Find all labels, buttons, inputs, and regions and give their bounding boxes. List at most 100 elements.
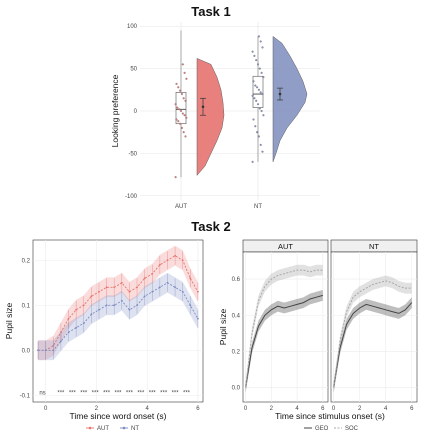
- task1-raw-point: [257, 103, 260, 106]
- task1-raw-point: [252, 118, 255, 121]
- task2-left-point-nt: [67, 331, 70, 334]
- task1-raw-point: [180, 93, 183, 96]
- task2-right-line-aut-geo: [245, 294, 323, 388]
- task2-left-sig-mark: ***: [160, 390, 168, 396]
- task2-right-y-tick-label: 0.2: [232, 349, 241, 355]
- task1-raw-point: [178, 108, 181, 111]
- task2-left-y-tick-label: -0.1: [20, 393, 31, 399]
- task2-left-point-nt: [174, 286, 176, 289]
- task2-left-sig-mark: ***: [126, 390, 134, 396]
- task2-left-point-aut: [158, 263, 161, 266]
- task2-left-ribbon-aut: [38, 245, 198, 361]
- task1-raw-point: [256, 131, 259, 134]
- task1-raw-point: [185, 116, 188, 119]
- task1-raw-point: [182, 131, 185, 134]
- task1-raw-point: [177, 120, 180, 123]
- task1-raw-point: [251, 50, 254, 53]
- task1-mean-point-aut: [201, 105, 205, 109]
- task2-left-point-aut: [174, 254, 176, 257]
- task1-raw-point: [258, 67, 261, 70]
- task1-raw-point: [261, 93, 264, 96]
- task1-raw-point: [183, 114, 186, 117]
- task2-right-ribbon-nt-soc: [333, 275, 412, 393]
- task1-raw-point: [253, 97, 256, 100]
- task2-left-point-nt: [189, 304, 192, 307]
- task1-violin-aut: [196, 58, 225, 177]
- task1-raw-point: [252, 80, 255, 83]
- task2-left-x-tick-label: 0: [44, 406, 48, 412]
- task2-left-point-nt: [181, 290, 184, 293]
- task2-left-point-aut: [151, 272, 154, 275]
- task1-raw-point: [179, 122, 182, 125]
- task1-x-tick-label: AUT: [175, 204, 187, 210]
- task2-left-point-aut: [143, 277, 146, 280]
- task2-left-point-nt: [143, 295, 146, 298]
- task2-left-point-nt: [105, 304, 108, 307]
- task1-raw-point: [253, 54, 256, 57]
- task2-right-plot-area-nt: [330, 251, 418, 403]
- task2-right-plot-area-aut: [242, 251, 329, 403]
- task2-left-point-aut: [166, 259, 169, 262]
- task2-left-sig-mark: ***: [69, 390, 77, 396]
- task2-left-sig-mark: ***: [80, 390, 88, 396]
- task2-left-point-nt: [158, 286, 161, 289]
- task2-right-x-tick-label: 0: [244, 406, 248, 412]
- task2-right-ribbon-nt-geo: [333, 297, 412, 393]
- task1-mean-point-nt: [278, 92, 282, 96]
- task1-raw-point: [262, 114, 265, 117]
- task1-raw-point: [181, 112, 184, 115]
- task1-raw-point: [257, 63, 260, 66]
- task1-raw-point: [181, 63, 184, 66]
- task2-left-point-aut: [82, 304, 85, 307]
- task2-right-strip-label: AUT: [278, 242, 293, 251]
- task2-left-plot-area: [32, 239, 204, 403]
- task2-left-point-aut: [181, 259, 184, 262]
- task2-left-point-aut: [105, 286, 108, 289]
- task2-right-x-tick-label: 2: [270, 406, 274, 412]
- task1-raw-point: [174, 176, 177, 179]
- task2-left-sig-mark: ***: [114, 390, 122, 396]
- task2-left-x-tick-label: 2: [95, 406, 99, 412]
- task2-left-sig-label: ns: [39, 390, 45, 396]
- task1-raw-point: [261, 46, 264, 49]
- task1-raw-point: [185, 77, 188, 80]
- task2-left-point-nt: [113, 304, 116, 307]
- task2-left-line-nt: [38, 282, 199, 351]
- task2-left-legend-marker-aut: [88, 426, 92, 430]
- task1-y-tick-label: 0: [134, 109, 138, 115]
- task2-left-ribbon-nt: [38, 272, 198, 361]
- task2-left-sig-mark: ***: [103, 390, 111, 396]
- task2-right-x-tick-label: 4: [295, 406, 299, 412]
- task2-left-point-aut: [67, 317, 70, 320]
- task1-raw-point: [183, 71, 186, 74]
- task1-raw-point: [255, 59, 258, 62]
- task2-left-sig-mark: ***: [92, 390, 100, 396]
- task2-right-x-tick-label: 6: [321, 406, 325, 412]
- task2-left-x-tick-label: 4: [146, 406, 150, 412]
- task2-right-y-tick-label: 0.6: [232, 277, 241, 283]
- task2-right-y-axis-label: Pupil size: [218, 309, 228, 346]
- task2-right-y-tick-label: 0.4: [232, 313, 241, 319]
- task1-y-axis-label: Looking preference: [110, 74, 120, 147]
- task2-left-point-nt: [98, 308, 100, 311]
- task2-left-y-tick-label: 0.0: [22, 348, 31, 354]
- task1-raw-point: [254, 84, 257, 87]
- task2-left-point-nt: [75, 326, 78, 329]
- task2-right-strip-label: NT: [369, 242, 379, 251]
- task2-left-legend-label: AUT: [97, 426, 109, 432]
- task2-title: Task 2: [191, 219, 231, 234]
- task1-title: Task 1: [191, 4, 231, 19]
- task2-right-x-tick-label: 4: [384, 406, 388, 412]
- task2-right-line-nt-geo: [333, 302, 413, 388]
- task1-raw-point: [259, 91, 262, 94]
- task2-left-point-aut: [197, 290, 199, 293]
- task2-left-point-nt: [128, 308, 131, 311]
- task1-raw-point: [177, 86, 180, 89]
- task2-left-point-nt: [37, 349, 39, 352]
- task1-raw-point: [180, 126, 183, 129]
- task1-raw-point: [260, 71, 263, 74]
- task1-raw-point: [259, 40, 262, 43]
- task2-right-legend-label: GEO: [315, 426, 329, 432]
- task1-raw-point: [259, 143, 262, 146]
- task2-left-y-tick-label: 0.2: [22, 258, 31, 264]
